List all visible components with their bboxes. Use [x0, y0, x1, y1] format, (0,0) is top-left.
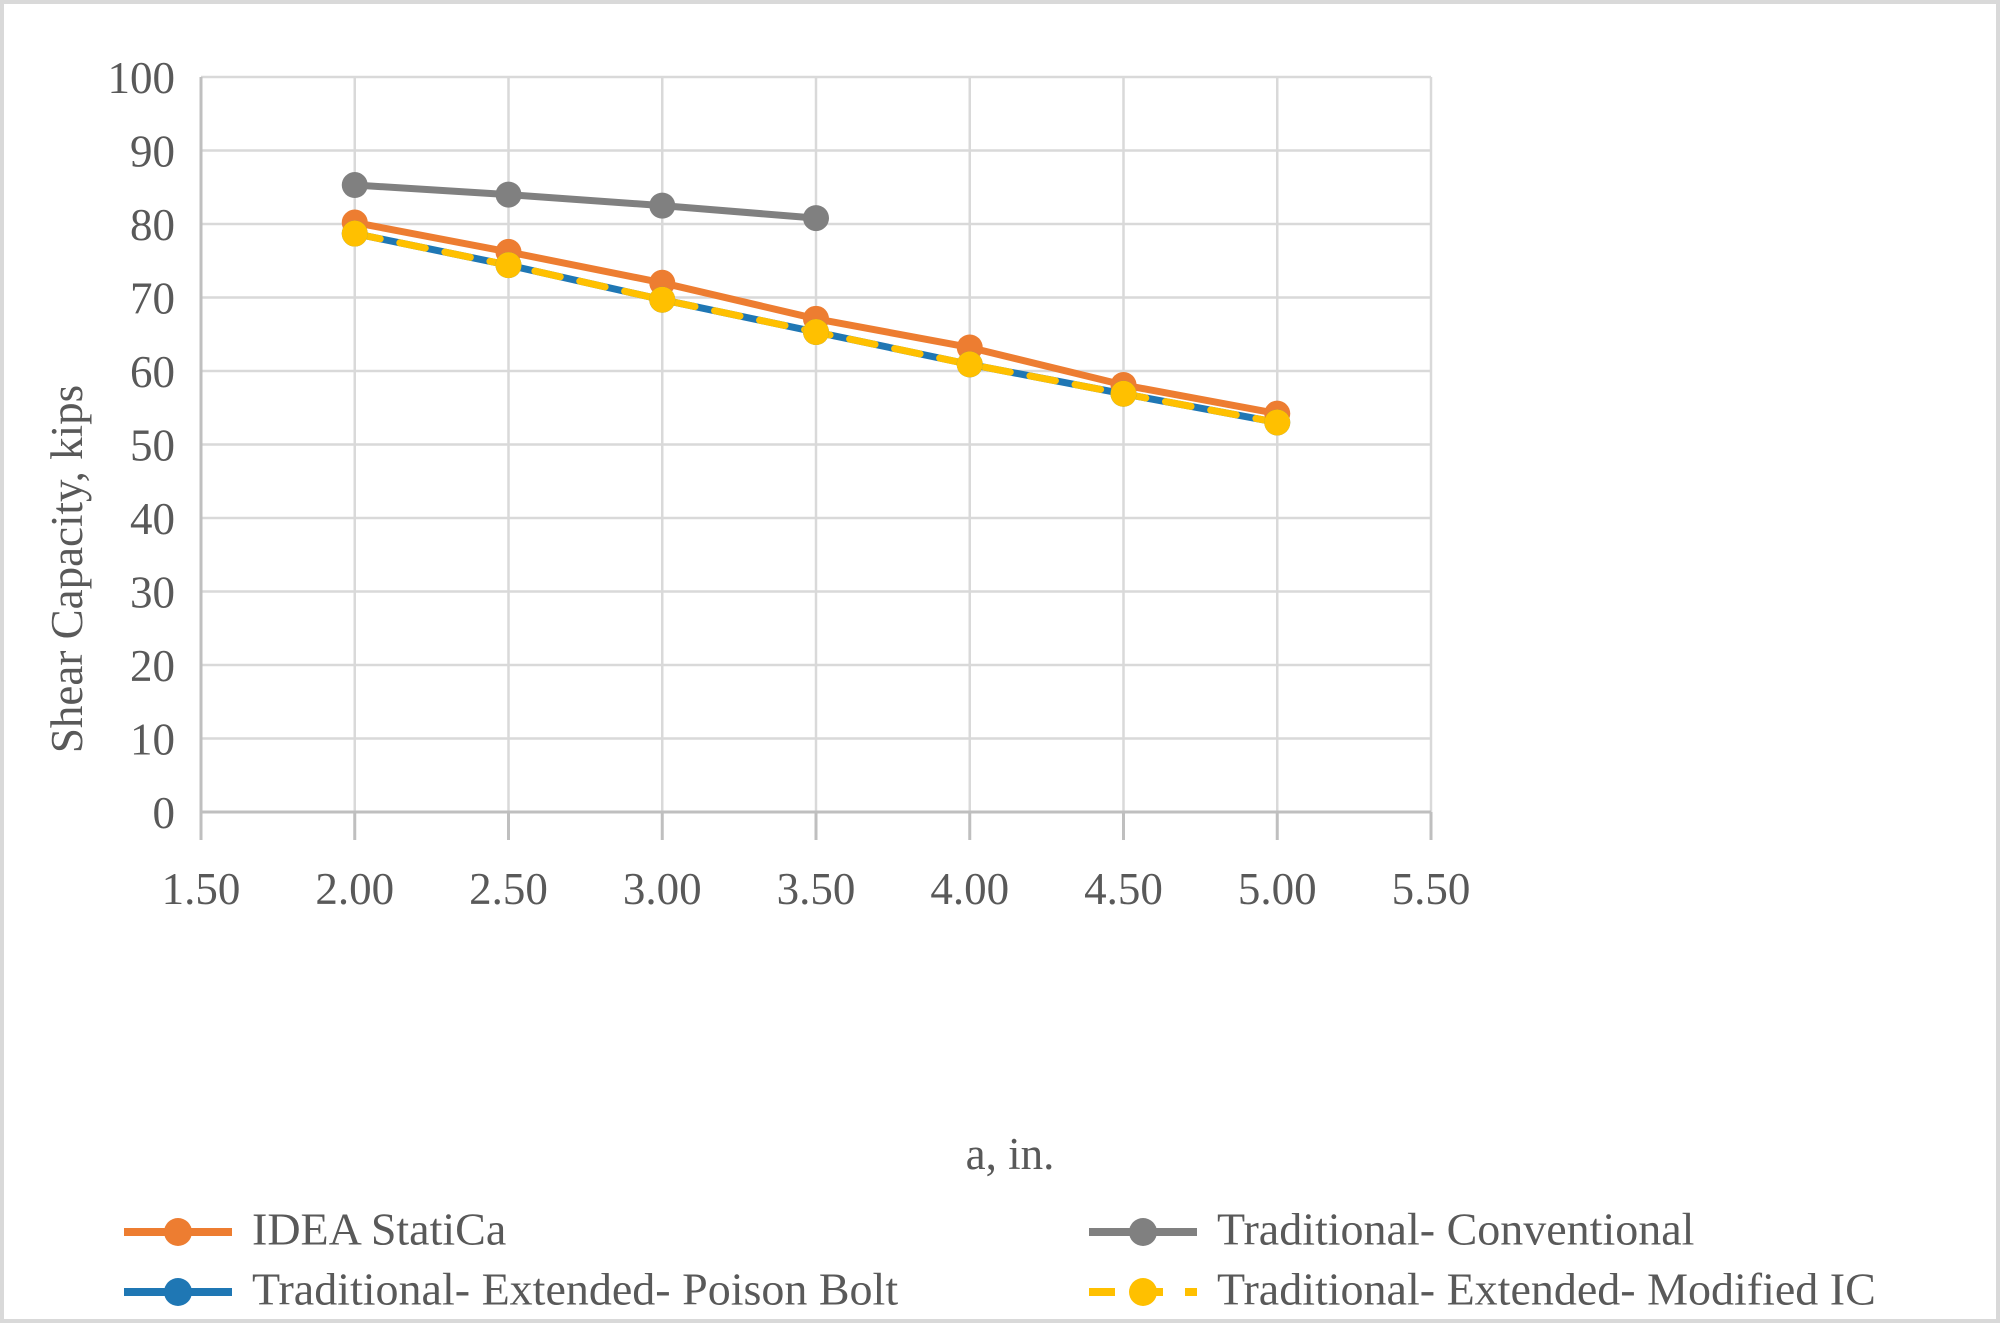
legend-marker-icon	[164, 1278, 192, 1306]
series-marker	[341, 220, 368, 247]
x-axis-title: a, in.	[966, 1129, 1055, 1179]
legend-label: Traditional- Conventional	[1217, 1204, 1694, 1255]
y-axis-tick-labels: 0 10 20 30 40 50 60 70 80 90 100	[108, 53, 176, 838]
series-marker	[803, 319, 829, 346]
y-axis-tick-label: 100	[108, 53, 176, 103]
series-marker	[956, 351, 983, 378]
x-axis-tick-labels: 1.50 2.00 2.50 3.00 3.50 4.00 4.50 5.00 5.50	[162, 864, 1471, 914]
chart-legend: IDEA StatiCa Traditional- Conventional Tra…	[124, 1204, 1876, 1315]
y-axis-tick-label: 60	[130, 347, 175, 397]
x-axis-tick-label: 1.50	[162, 864, 241, 914]
y-axis-tick-label: 90	[130, 127, 175, 177]
legend-label: IDEA StatiCa	[252, 1204, 506, 1255]
series-marker	[495, 181, 522, 208]
x-axis-tick-label: 4.00	[930, 864, 1009, 914]
series-marker	[649, 286, 676, 313]
x-axis-tick-label: 5.00	[1238, 864, 1317, 914]
axis-lines	[199, 77, 1433, 840]
x-axis-tick-label: 2.50	[469, 864, 548, 914]
legend-item[interactable]: Traditional- Extended- Poison Bolt	[124, 1264, 898, 1315]
series-marker	[1264, 409, 1291, 436]
y-axis-tick-label: 40	[130, 494, 175, 544]
series-line	[351, 181, 820, 222]
x-axis-tick-label: 4.50	[1084, 864, 1163, 914]
legend-item[interactable]: Traditional- Conventional	[1089, 1204, 1694, 1255]
x-axis-tick-label: 2.00	[315, 864, 394, 914]
legend-label: Traditional- Extended- Modified IC	[1217, 1264, 1876, 1315]
series-marker	[1110, 380, 1137, 407]
legend-item[interactable]: IDEA StatiCa	[124, 1204, 506, 1255]
y-axis-title: Shear Capacity, kips	[42, 385, 92, 753]
legend-marker-icon	[164, 1218, 192, 1246]
data-series-group	[341, 172, 1291, 436]
legend-label: Traditional- Extended- Poison Bolt	[252, 1264, 898, 1315]
legend-marker-icon	[1129, 1278, 1157, 1306]
y-axis-tick-label: 80	[130, 200, 175, 250]
series-marker	[495, 252, 522, 279]
y-axis-tick-label: 70	[130, 274, 175, 324]
y-axis-tick-label: 30	[130, 568, 175, 618]
y-axis-tick-label: 0	[153, 788, 176, 838]
y-axis-tick-label: 10	[130, 715, 175, 765]
series-marker	[803, 205, 829, 232]
chart-plot: 0 10 20 30 40 50 60 70 80 90 100 1.50 2.00 2.50 3.00 3…	[42, 53, 1876, 1315]
y-axis-tick-label: 20	[130, 641, 175, 691]
series-marker	[341, 172, 368, 199]
y-axis-tick-label: 50	[130, 421, 175, 471]
x-axis-tick-label: 5.50	[1392, 864, 1471, 914]
series-marker	[649, 192, 676, 219]
legend-item[interactable]: Traditional- Extended- Modified IC	[1089, 1264, 1876, 1315]
legend-marker-icon	[1129, 1218, 1157, 1246]
x-axis-tick-label: 3.00	[623, 864, 702, 914]
x-axis-tick-label: 3.50	[777, 864, 856, 914]
